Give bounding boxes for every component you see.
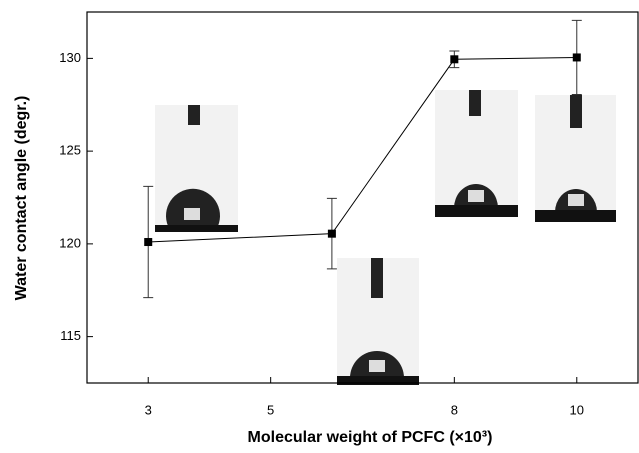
plot-frame — [86, 11, 639, 384]
x-tick-label: 3 — [145, 402, 152, 417]
y-axis-label: Water contact angle (degr.) — [13, 96, 30, 301]
inset — [337, 258, 419, 385]
inset — [535, 95, 616, 222]
data-line — [148, 56, 577, 243]
droplet-insets — [155, 90, 616, 385]
y-tick-label: 120 — [59, 235, 81, 250]
y-tick-label: 115 — [60, 328, 81, 343]
data-point — [450, 55, 459, 64]
inset — [155, 105, 238, 232]
x-tick-label: 10 — [570, 402, 584, 417]
y-tick-label: 125 — [59, 143, 81, 158]
data-point — [327, 229, 336, 238]
x-tick-label: 8 — [451, 402, 458, 417]
x-tick-label: 5 — [267, 402, 274, 417]
y-tick-label: 130 — [59, 50, 81, 65]
x-axis-label: Molecular weight of PCFC (×10³) — [248, 429, 493, 446]
inset — [435, 90, 518, 217]
data-point — [144, 238, 153, 247]
data-point — [572, 53, 581, 62]
